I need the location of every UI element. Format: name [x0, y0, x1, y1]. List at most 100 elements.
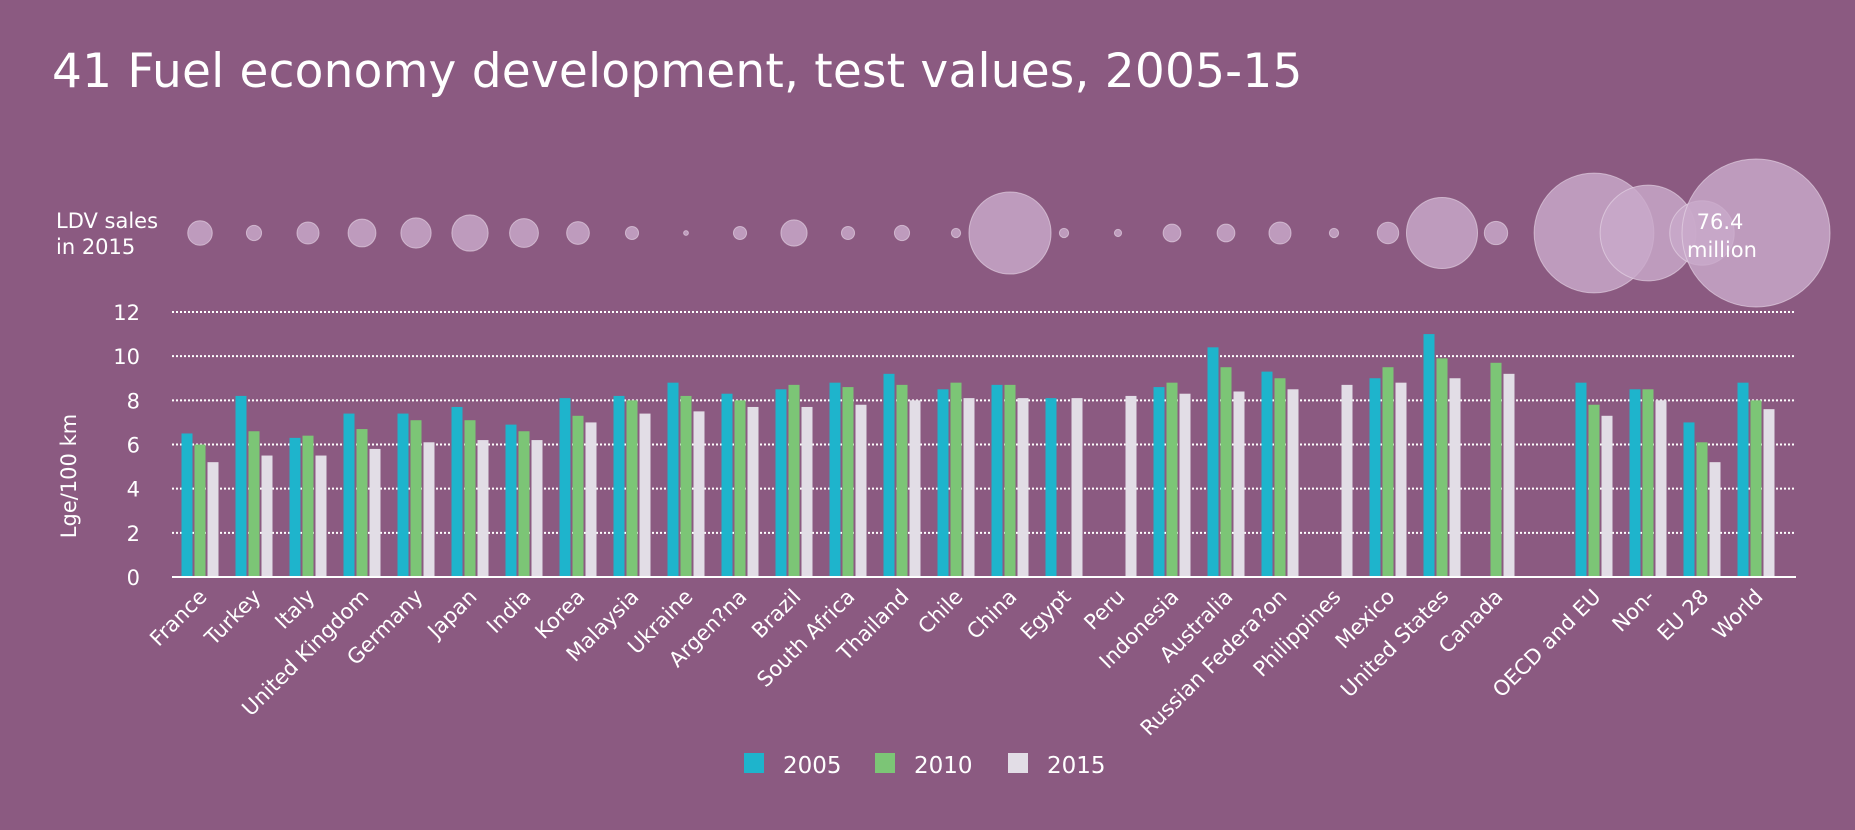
bar-2015 — [1449, 378, 1461, 577]
bar-2010 — [356, 429, 368, 577]
x-tick-label: EU 28 — [1653, 585, 1714, 646]
bar-2010 — [302, 435, 314, 577]
bar-2005 — [883, 373, 895, 577]
bar-2005 — [1207, 347, 1219, 577]
ldv-sales-bubble — [400, 217, 432, 249]
bar-2010 — [572, 415, 584, 577]
ldv-sales-bubble — [296, 221, 320, 245]
max-bubble-label: 76.4 million — [1687, 210, 1757, 262]
y-tick-label: 0 — [127, 566, 140, 590]
bar-2010 — [1490, 362, 1502, 577]
bar-2015 — [1601, 415, 1613, 577]
bar-2010 — [1220, 367, 1232, 577]
ldv-sales-bubble — [451, 214, 489, 252]
bar-2010 — [1274, 378, 1286, 577]
bar-2010 — [1382, 367, 1394, 577]
bar-2015 — [261, 455, 273, 577]
y-tick-label: 2 — [127, 522, 140, 546]
bar-2015 — [1341, 384, 1353, 577]
ldv-sales-bubble — [509, 218, 539, 248]
bar-2015 — [855, 404, 867, 577]
ldv-sales-bubble — [1058, 227, 1070, 239]
ldv-sales-bubble — [1405, 196, 1479, 270]
max-bubble-unit: million — [1687, 238, 1757, 262]
ldv-sales-bubble — [347, 218, 377, 248]
bar-2005 — [559, 398, 571, 577]
bar-2005 — [505, 424, 517, 577]
y-tick-label: 12 — [113, 301, 140, 325]
ldv-sales-bubble — [1328, 227, 1340, 239]
bar-2015 — [801, 406, 813, 577]
bar-2015 — [315, 455, 327, 577]
ldv-sales-bubble — [968, 191, 1052, 275]
ldv-sales-label-line2: in 2015 — [56, 235, 135, 259]
bar-2005 — [181, 433, 193, 577]
bar-2005 — [235, 395, 247, 577]
legend-swatch-2005 — [744, 753, 764, 773]
bar-2015 — [747, 406, 759, 577]
bar-2015 — [1017, 398, 1029, 577]
bar-2010 — [680, 395, 692, 577]
ldv-sales-bubble — [187, 220, 213, 246]
ldv-sales-bubble — [1216, 223, 1236, 243]
bar-2015 — [1709, 462, 1721, 577]
bar-2015 — [1071, 398, 1083, 577]
bar-2015 — [531, 440, 543, 577]
bar-2005 — [667, 382, 679, 577]
ldv-sales-bubble — [683, 230, 689, 236]
bar-2005 — [343, 413, 355, 577]
bar-2010 — [410, 420, 422, 577]
ldv-sales-bubble — [840, 225, 856, 241]
legend-label-2005: 2005 — [783, 753, 842, 779]
bar-2015 — [1287, 389, 1299, 577]
y-tick-label: 8 — [127, 389, 140, 413]
legend: 2005 2010 2015 — [744, 753, 1106, 779]
bar-2010 — [1004, 384, 1016, 577]
bar-2010 — [194, 444, 206, 577]
bar-2010 — [1750, 400, 1762, 577]
ldv-sales-bubble — [1483, 220, 1509, 246]
x-tick-label: India — [482, 585, 535, 638]
bar-2005 — [1153, 387, 1165, 577]
ldv-sales-bubble — [1113, 228, 1123, 238]
bar-2015 — [1125, 395, 1137, 577]
bar-2015 — [477, 440, 489, 577]
x-tick-label: Egypt — [1016, 585, 1076, 645]
bar-2010 — [950, 382, 962, 577]
bar-2015 — [693, 411, 705, 577]
legend-swatch-2015 — [1008, 753, 1028, 773]
ldv-sales-bubble — [624, 225, 640, 241]
bar-2010 — [1436, 358, 1448, 577]
bar-2005 — [775, 389, 787, 577]
bar-2010 — [626, 400, 638, 577]
bar-2005 — [829, 382, 841, 577]
bar-2005 — [1369, 378, 1381, 577]
bar-2005 — [991, 384, 1003, 577]
bar-2010 — [1642, 389, 1654, 577]
x-tick-label: Chile — [913, 585, 967, 639]
ldv-sales-bubble — [1681, 158, 1831, 308]
bar-2005 — [937, 389, 949, 577]
ldv-sales-bubble — [1376, 221, 1400, 245]
ldv-sales-bubble — [950, 227, 962, 239]
bar-2010 — [248, 431, 260, 577]
bar-2015 — [1179, 393, 1191, 577]
bar-2005 — [397, 413, 409, 577]
bar-2010 — [734, 400, 746, 577]
bar-2015 — [1395, 382, 1407, 577]
bar-2010 — [1696, 442, 1708, 577]
y-axis-label: Lge/100 km — [57, 414, 81, 538]
bar-2005 — [1683, 422, 1695, 577]
bar-2005 — [1261, 371, 1273, 577]
ldv-sales-bubble — [732, 225, 748, 241]
bar-2015 — [639, 413, 651, 577]
bar-2010 — [842, 387, 854, 577]
bar-2015 — [1233, 391, 1245, 577]
x-tick-label: Japan — [422, 585, 482, 645]
legend-swatch-2010 — [875, 753, 895, 773]
bar-2010 — [1588, 404, 1600, 577]
bar-2005 — [1045, 398, 1057, 577]
